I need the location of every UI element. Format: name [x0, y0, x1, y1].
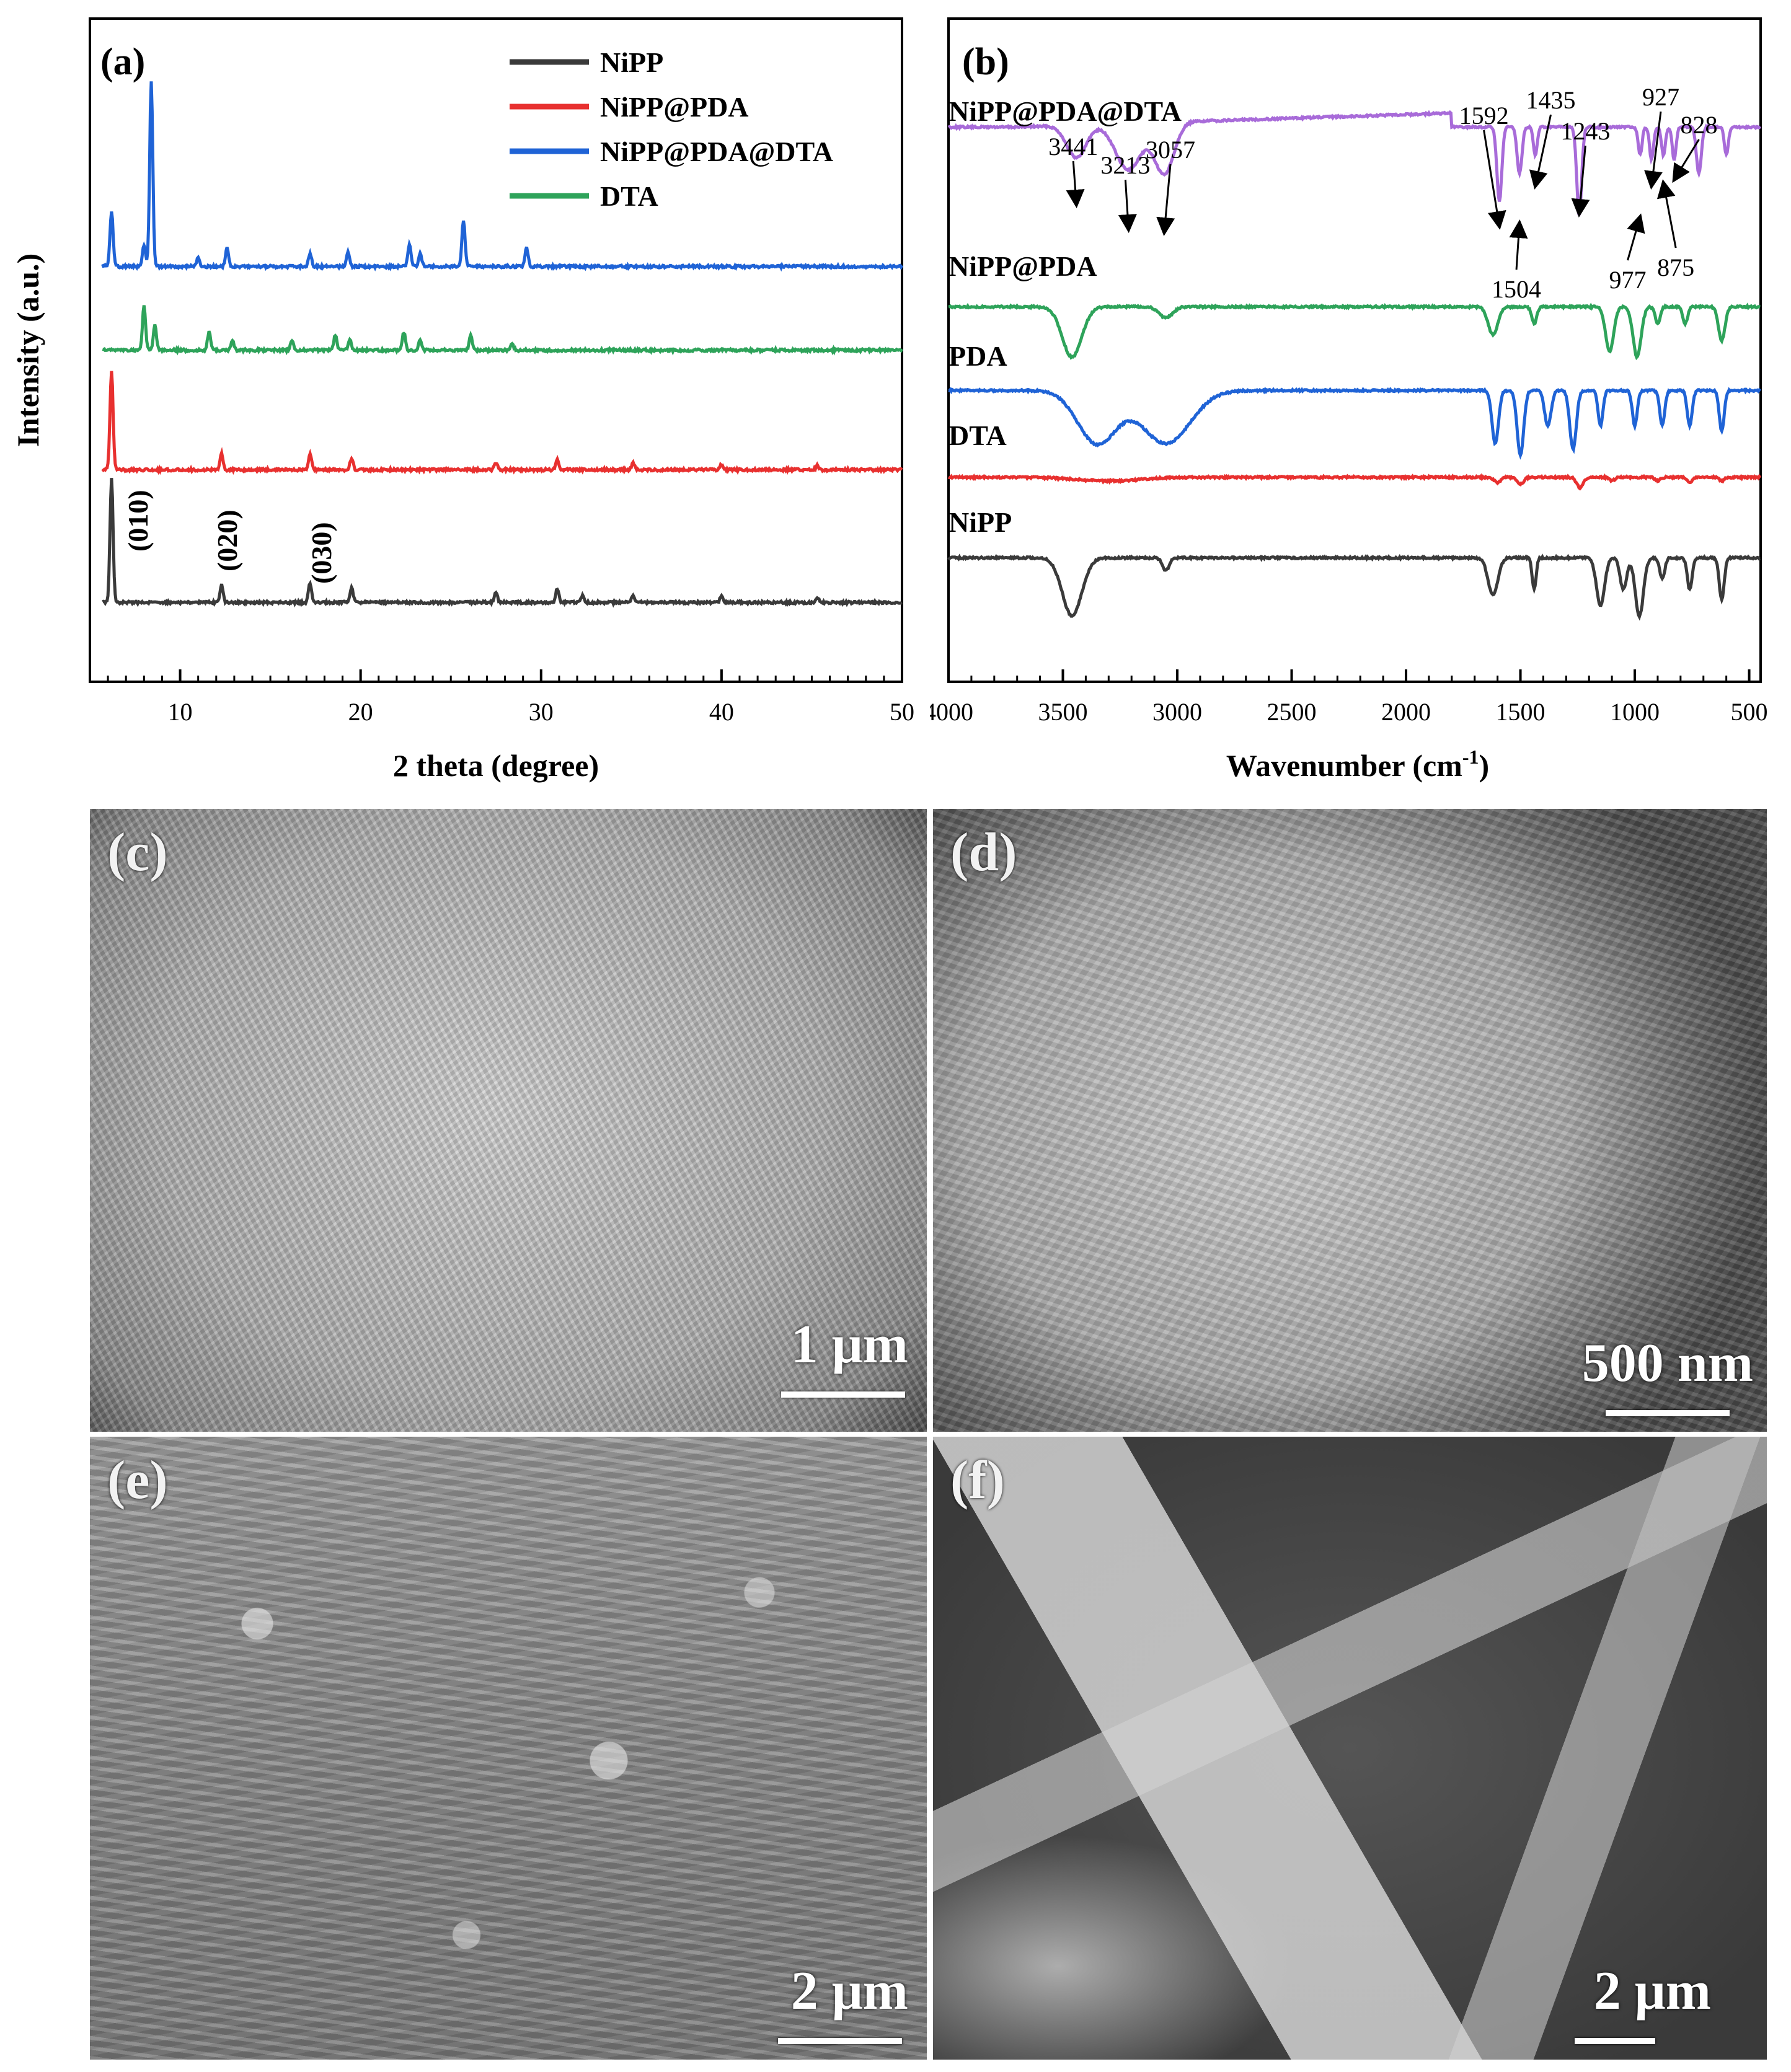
xrd-x-tick-label: 10 — [168, 698, 193, 726]
ftir-x-tick-label: 500 — [1731, 698, 1768, 726]
xrd-series-nipp — [102, 478, 903, 608]
sem-image-f: (f) 2 μm — [933, 1437, 1767, 2060]
ftir-band-label: 3213 — [1100, 151, 1150, 179]
xrd-legend-entry: NiPP@PDA — [600, 91, 749, 123]
xrd-panel-label: (a) — [100, 41, 145, 83]
ftir-band-label: 3441 — [1048, 133, 1098, 161]
ftir-band-arrow — [1483, 130, 1506, 230]
ftir-band-label: 977 — [1609, 266, 1647, 294]
sem-scale-label-f: 2 μm — [1593, 1961, 1711, 2021]
ftir-x-tick-label: 3500 — [1038, 698, 1088, 726]
ftir-series-line — [947, 110, 1762, 216]
ftir-series-label: PDA — [949, 340, 1007, 372]
xrd-x-tick-label: 40 — [709, 698, 734, 726]
ftir-band-label: 927 — [1642, 83, 1679, 111]
ftir-band-arrow — [1118, 179, 1137, 233]
ftir-x-tick-label: 4000 — [930, 698, 973, 726]
ftir-band-arrow — [1156, 164, 1175, 236]
ftir-panel-label: (b) — [962, 41, 1009, 83]
xrd-x-tick-label: 30 — [529, 698, 554, 726]
xrd-x-tick-label: 20 — [348, 698, 373, 726]
ftir-band-arrow — [1672, 139, 1700, 183]
sem-image-e: (e) 2 μm — [90, 1437, 927, 2060]
ftir-band-label: 1243 — [1560, 117, 1610, 145]
xrd-series-nipp-pda-dta — [101, 81, 904, 272]
ftir-band-label: 875 — [1657, 253, 1694, 281]
ftir-band-arrow — [1529, 114, 1552, 190]
xrd-series-dta — [102, 305, 904, 356]
ftir-series-label: NiPP — [949, 506, 1012, 538]
xrd-peak-label-030: (030) — [306, 522, 337, 584]
ftir-x-tick-label: 2000 — [1381, 698, 1431, 726]
sem-scale-label-c: 1 μm — [790, 1315, 908, 1375]
xrd-chart: (a) NiPP NiPP@PDA NiPP@PDA@DTA DTA 10 20 30 40… — [11, 17, 914, 783]
ftir-band-arrow — [1509, 219, 1528, 270]
ftir-band-arrow — [1656, 179, 1677, 249]
ftir-series-line — [948, 386, 1762, 460]
ftir-plot-frame — [947, 17, 1762, 683]
ftir-band-label: 1504 — [1492, 275, 1541, 303]
ftir-x-tick-label: 3000 — [1152, 698, 1202, 726]
sem-scale-label-e: 2 μm — [790, 1961, 908, 2021]
sem-scale-bar-c — [781, 1391, 905, 1398]
ftir-x-axis-label: Wavenumber (cm-1) — [1226, 746, 1489, 783]
sem-panel-label-e: (e) — [107, 1450, 168, 1510]
sem-scale-bar-d — [1606, 1410, 1730, 1416]
sem-panel-label-f: (f) — [950, 1450, 1005, 1510]
ftir-series-line — [948, 302, 1761, 361]
ftir-band-arrow — [1571, 145, 1590, 218]
ftir-band-label: 1435 — [1526, 86, 1576, 114]
ftir-band-label: 3057 — [1146, 136, 1195, 164]
ftir-x-ticks: 4000 3500 3000 2500 2000 1500 1000 500 — [930, 669, 1768, 726]
ftir-x-tick-label: 1000 — [1610, 698, 1660, 726]
xrd-x-tick-label: 50 — [890, 698, 914, 726]
ftir-series-group — [947, 110, 1762, 621]
ftir-x-tick-label: 1500 — [1496, 698, 1546, 726]
ftir-series-label: NiPP@PDA@DTA — [949, 95, 1182, 127]
ftir-series-label: DTA — [949, 420, 1007, 451]
xrd-series-nipp-pda — [101, 371, 903, 475]
xrd-legend-entry: DTA — [600, 180, 658, 212]
xrd-peak-label-010: (010) — [122, 490, 154, 552]
sem-panel-label-c: (c) — [107, 822, 168, 883]
ftir-band-arrow — [1627, 213, 1645, 261]
xrd-x-axis-label: 2 theta (degree) — [393, 748, 599, 783]
ftir-x-tick-label: 2500 — [1267, 698, 1317, 726]
xrd-legend: NiPP NiPP@PDA NiPP@PDA@DTA DTA — [510, 46, 833, 212]
ftir-band-label: 1592 — [1459, 102, 1509, 130]
sem-image-d: (d) 500 nm — [933, 809, 1767, 1432]
xrd-x-ticks: 10 20 30 40 50 — [89, 669, 914, 726]
ftir-series-line — [947, 473, 1762, 491]
sem-panel-label-d: (d) — [950, 822, 1017, 883]
xrd-series-group — [101, 81, 904, 608]
ftir-series-label: NiPP@PDA — [949, 250, 1097, 282]
xrd-y-axis-label: Intensity (a.u.) — [11, 253, 45, 447]
xrd-legend-entry: NiPP — [600, 46, 663, 78]
xrd-peak-label-020: (020) — [211, 509, 243, 571]
xrd-legend-entry: NiPP@PDA@DTA — [600, 136, 833, 167]
ftir-band-arrow — [1644, 111, 1663, 190]
ftir-band-arrow — [1066, 161, 1085, 208]
ftir-series-labels: NiPP@PDA@DTA NiPP@PDA PDA DTA NiPP — [949, 95, 1182, 538]
sem-image-c: (c) 1 μm — [90, 809, 927, 1432]
ftir-band-label: 828 — [1681, 111, 1718, 139]
sem-scale-bar-e — [778, 2038, 902, 2044]
sem-scale-bar-f — [1575, 2038, 1655, 2044]
ftir-series-line — [947, 553, 1761, 621]
sem-scale-label-d: 500 nm — [1581, 1333, 1753, 1393]
